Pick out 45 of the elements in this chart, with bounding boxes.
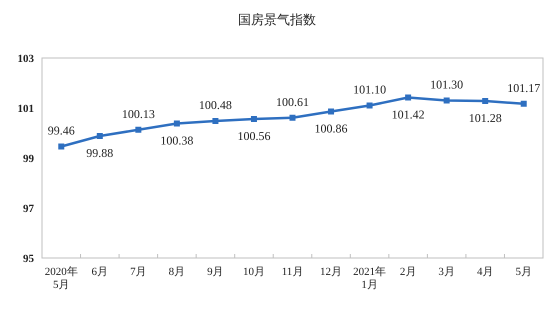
point: [405, 94, 412, 100]
x-tick-label: 11月: [282, 266, 304, 278]
data-label: 100.56: [237, 129, 270, 143]
data-label: 99.88: [86, 146, 114, 160]
data-label: 100.61: [276, 94, 309, 109]
y-tick-label: 95: [23, 253, 34, 265]
x-tick-label: 4月: [476, 266, 494, 278]
data-label: 100.38: [160, 134, 194, 148]
data-label: 100.86: [314, 122, 348, 136]
point: [328, 108, 334, 114]
x-tick-label: 2月: [400, 266, 416, 278]
y-tick-label: 99: [23, 153, 34, 165]
data-label: 101.42: [392, 108, 425, 122]
point: [520, 100, 527, 107]
y-tick-label: 97: [23, 203, 34, 215]
data-label: 99.46: [48, 124, 75, 138]
data-label: 100.48: [198, 98, 232, 112]
point: [444, 98, 450, 104]
y-tick-label: 101: [18, 103, 34, 115]
point: [482, 98, 488, 104]
point: [174, 120, 180, 126]
x-tick-label: 12月: [320, 266, 342, 278]
y-tick-label: 103: [18, 53, 34, 65]
x-tick-label: 2020年 5月: [44, 266, 78, 292]
data-label: 100.13: [122, 106, 155, 121]
x-tick-label: 5月: [515, 266, 532, 278]
x-tick-label: 7月: [130, 266, 147, 278]
point: [290, 114, 296, 121]
x-tick-label: 3月: [438, 266, 455, 278]
x-tick-label: 9月: [207, 266, 224, 278]
data-label: 101.28: [468, 111, 502, 125]
chart-title: 国房景气指数: [238, 12, 316, 27]
point: [212, 118, 218, 124]
point: [366, 102, 373, 108]
point: [58, 144, 64, 150]
data-label: 101.10: [353, 82, 386, 96]
point: [250, 116, 257, 122]
x-tick-label: 10月: [242, 266, 265, 278]
x-tick-label: 8月: [168, 266, 186, 278]
point: [135, 126, 142, 133]
x-tick-label: 6月: [92, 266, 108, 278]
point: [96, 133, 103, 139]
data-label: 101.30: [430, 78, 464, 92]
data-label: 101.17: [507, 80, 540, 95]
x-tick-label: 2021年 1月: [353, 266, 386, 292]
